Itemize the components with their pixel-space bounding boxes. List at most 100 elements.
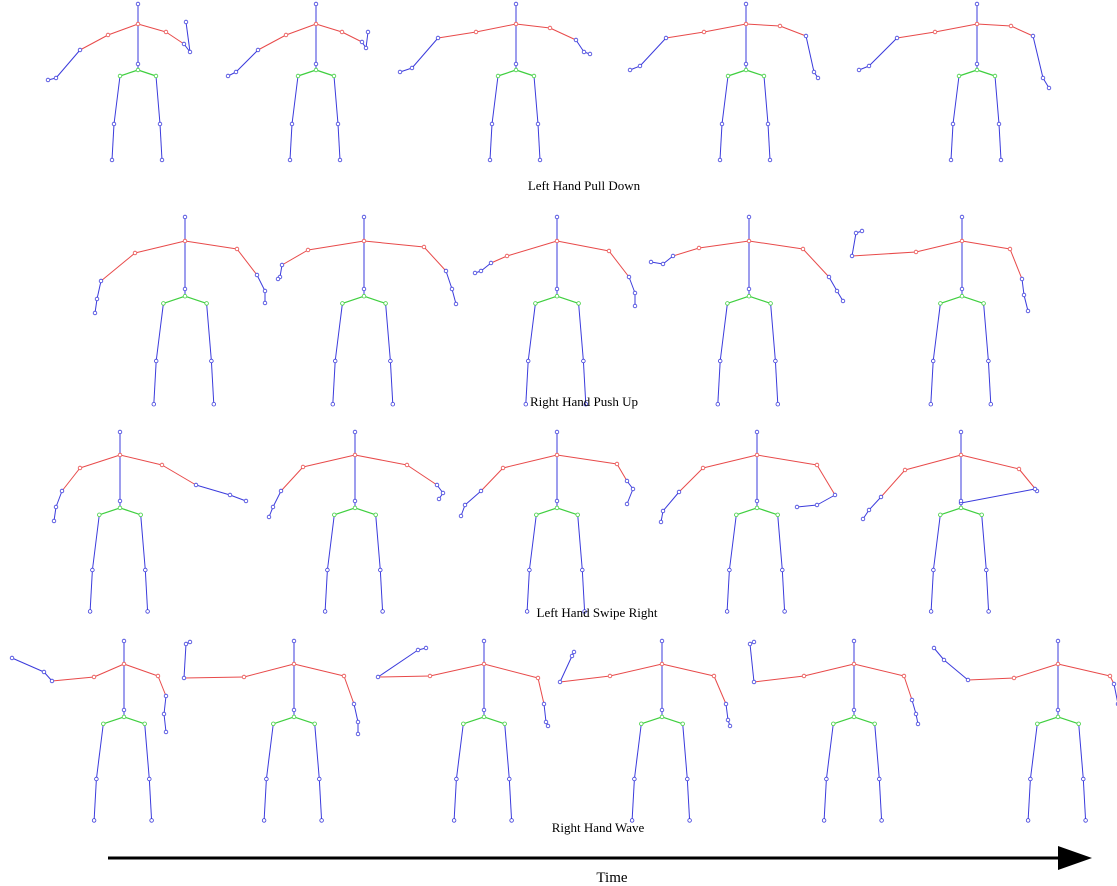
joint xyxy=(782,609,787,614)
bone xyxy=(983,303,989,362)
bone xyxy=(377,649,419,678)
joint xyxy=(440,490,446,496)
joint xyxy=(909,697,915,703)
joint xyxy=(663,35,669,41)
joint xyxy=(723,701,729,707)
bone xyxy=(930,360,934,405)
joint xyxy=(928,402,933,407)
joint xyxy=(117,73,123,79)
bone xyxy=(628,276,636,294)
bone xyxy=(293,663,345,677)
bone xyxy=(379,569,384,612)
joint xyxy=(91,674,97,680)
joint xyxy=(986,358,991,364)
bone xyxy=(1113,683,1117,702)
joint xyxy=(337,157,343,163)
joint xyxy=(554,294,560,299)
joint xyxy=(632,776,637,782)
bone xyxy=(55,49,81,79)
joint xyxy=(627,67,633,73)
joint xyxy=(390,402,395,407)
joint xyxy=(1046,85,1052,91)
skeleton-frame-left-hand-swipe-right-1 xyxy=(51,429,249,614)
joint xyxy=(614,461,620,467)
joint xyxy=(142,721,147,726)
bone xyxy=(960,507,982,516)
bone xyxy=(354,454,408,466)
joint xyxy=(193,482,199,488)
joint xyxy=(135,1,141,7)
bone xyxy=(91,514,100,571)
joint xyxy=(751,639,757,645)
bone xyxy=(353,703,359,723)
joint xyxy=(1028,776,1033,782)
joint xyxy=(959,214,965,220)
bone xyxy=(185,21,191,53)
bone xyxy=(315,69,335,77)
bone xyxy=(662,491,680,512)
joint xyxy=(478,488,484,494)
bone xyxy=(665,31,705,39)
joint xyxy=(581,358,586,364)
joint xyxy=(278,488,284,494)
joint xyxy=(436,496,442,502)
bone xyxy=(256,274,266,292)
skeleton-frame-left-hand-pull-down-3 xyxy=(397,1,593,163)
skeleton-frame-right-hand-wave-3 xyxy=(375,638,551,823)
joint xyxy=(458,513,464,519)
joint xyxy=(533,301,538,306)
bone xyxy=(385,303,391,362)
joint xyxy=(105,32,111,38)
bone xyxy=(537,677,545,705)
joint xyxy=(576,301,581,306)
joint xyxy=(541,701,547,707)
bone xyxy=(94,298,98,314)
joint xyxy=(840,298,846,304)
joint xyxy=(462,502,468,508)
joint xyxy=(580,567,585,573)
joint xyxy=(225,73,231,79)
joint xyxy=(182,238,188,244)
joint xyxy=(204,301,209,306)
joint xyxy=(182,214,188,220)
skeleton-frame-right-hand-push-up-3 xyxy=(472,214,638,407)
joint xyxy=(915,721,921,727)
bone xyxy=(967,677,1015,681)
bone xyxy=(932,303,941,362)
joint xyxy=(478,268,484,274)
bone xyxy=(411,37,439,69)
bone xyxy=(727,295,750,304)
bone xyxy=(502,454,558,469)
joint xyxy=(932,29,938,35)
bone xyxy=(633,723,642,780)
bone xyxy=(210,360,215,405)
joint xyxy=(234,246,240,252)
joint xyxy=(547,25,553,31)
skeleton-frame-left-hand-swipe-right-3 xyxy=(458,429,636,614)
bone xyxy=(429,663,485,677)
joint xyxy=(959,294,965,299)
joint xyxy=(451,818,457,823)
bone xyxy=(682,723,688,780)
bone xyxy=(163,295,186,304)
joint xyxy=(409,65,415,71)
joint xyxy=(877,776,882,782)
joint xyxy=(94,776,99,782)
bone xyxy=(933,647,945,661)
joint xyxy=(361,238,367,244)
joint xyxy=(355,731,361,737)
joint xyxy=(803,33,809,39)
joint xyxy=(687,818,692,823)
bone xyxy=(976,69,996,77)
bone xyxy=(823,778,827,821)
joint xyxy=(163,729,169,735)
skeleton-frame-left-hand-pull-down-1 xyxy=(45,1,193,163)
bone xyxy=(868,37,898,67)
bone xyxy=(257,34,287,51)
bone xyxy=(153,360,157,405)
joint xyxy=(509,818,514,823)
joint xyxy=(746,214,752,220)
bone xyxy=(280,466,304,492)
joint xyxy=(92,310,98,316)
